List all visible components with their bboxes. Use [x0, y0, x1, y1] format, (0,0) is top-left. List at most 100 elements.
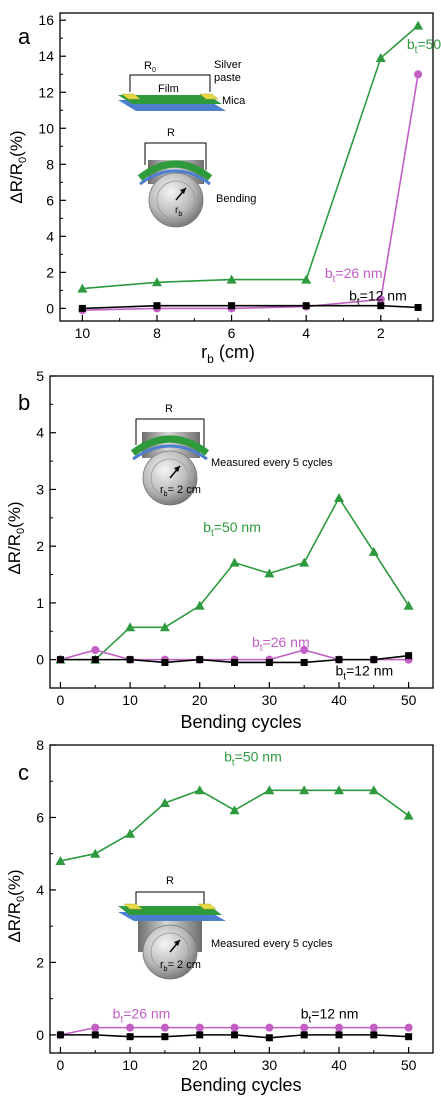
data-point-circle [91, 645, 100, 654]
x-tick-label: 6 [228, 325, 236, 341]
series-label: bt=26 nm [252, 634, 310, 654]
data-point-square [405, 652, 413, 660]
y-tick-label: 6 [36, 809, 44, 825]
data-point-square [231, 1031, 239, 1039]
data-point-triangle [229, 557, 240, 567]
data-point-triangle [403, 600, 414, 610]
y-tick-label: 0 [46, 300, 54, 316]
data-point-square [370, 1031, 378, 1039]
data-point-square [302, 302, 310, 310]
series-line-triangle [60, 789, 410, 862]
data-point-circle [91, 1023, 100, 1032]
film [118, 906, 222, 915]
inset-schematic: R rb= 2 cm Measured every 5 cycles [130, 403, 333, 506]
bent-mica [139, 169, 211, 186]
x-tick-label: 4 [302, 325, 310, 341]
data-point-circle [376, 295, 385, 304]
series-label: bt=12 nm [349, 287, 407, 307]
y-axis-label: ΔR/R0(%) [5, 501, 27, 574]
data-point-triangle [194, 785, 205, 795]
y-tick-label: 16 [38, 12, 54, 28]
data-point-triangle [194, 600, 205, 610]
x-tick-label: 0 [57, 692, 65, 708]
plot-frame [49, 375, 434, 689]
x-tick-label: 40 [331, 1057, 347, 1073]
data-point-triangle [403, 810, 414, 820]
data-point-triangle [264, 568, 275, 578]
panel-c: 0 10 20 30 40 50 0 2 4 6 8 c Bending cycles ΔR/R0(… [5, 737, 434, 1095]
bent-film [130, 435, 210, 456]
data-point-square [91, 656, 99, 664]
silver-paste-pad [123, 903, 143, 910]
wire [129, 74, 211, 92]
data-point-square [405, 1033, 413, 1041]
plot-frame [59, 12, 434, 322]
y-axis-label: ΔR/R0(%) [5, 869, 27, 942]
y-tick-label: 4 [46, 228, 54, 244]
inset-schematic: R rb= 2 cm Measured every 5 cycles [118, 875, 333, 980]
series-label: bt=26 nm [325, 265, 383, 285]
x-tick-label: 10 [75, 325, 91, 341]
data-point-triangle [159, 797, 170, 807]
series-label: bt=50 nm [224, 748, 282, 768]
film-label: Film [158, 83, 179, 95]
y-tick-label: 4 [36, 425, 44, 441]
r-label: R [165, 403, 173, 415]
silver-label: Silver [214, 59, 242, 71]
data-point-circle [334, 1023, 343, 1032]
panel-b: 0 10 20 30 40 50 0 1 2 3 4 5 b Bending cycles ΔR/R0… [5, 368, 434, 732]
data-point-triangle [77, 283, 88, 293]
data-point-square [228, 302, 236, 310]
y-tick-label: 8 [36, 737, 44, 753]
x-tick-label: 20 [192, 692, 208, 708]
x-tick-label: 50 [401, 1057, 417, 1073]
series-label: bt=50 nm [203, 519, 261, 539]
x-axis-label: Bending cycles [180, 1075, 301, 1095]
y-tick-label: 6 [46, 192, 54, 208]
mica-label: Mica [222, 95, 246, 107]
x-tick-label: 40 [331, 692, 347, 708]
x-tick-label: 30 [262, 692, 278, 708]
data-point-square [126, 1033, 134, 1041]
y-tick-label: 5 [36, 368, 44, 384]
rb-label: rb= 2 cm [160, 484, 201, 498]
data-point-square [78, 304, 86, 312]
x-axis-label: Bending cycles [180, 712, 301, 732]
data-point-square [196, 1031, 204, 1039]
wire [135, 891, 205, 905]
bent-film [137, 160, 213, 181]
data-point-triangle [226, 274, 237, 284]
data-point-triangle [333, 492, 344, 502]
data-point-circle [300, 645, 309, 654]
x-tick-label: 2 [377, 325, 385, 341]
data-point-square [377, 302, 385, 310]
r-label: R [166, 875, 174, 887]
data-point-triangle [333, 785, 344, 795]
data-point-circle [265, 1023, 274, 1032]
bending-label: Bending [216, 193, 256, 205]
silver-paste-pad [197, 903, 217, 910]
x-tick-label: 30 [262, 1057, 278, 1073]
y-tick-label: 10 [38, 120, 54, 136]
y-tick-label: 0 [36, 652, 44, 668]
x-tick-label: 0 [57, 1057, 65, 1073]
data-point-triangle [229, 805, 240, 815]
y-tick-label: 3 [36, 481, 44, 497]
data-point-triangle [413, 20, 424, 30]
r0-label: R0 [144, 60, 156, 74]
data-point-triangle [301, 274, 312, 284]
film [118, 95, 222, 104]
data-point-square [91, 1031, 99, 1039]
data-point-triangle [299, 557, 310, 567]
y-tick-label: 2 [36, 954, 44, 970]
y-axis-label: ΔR/R0(%) [7, 130, 29, 203]
panel-label: b [18, 390, 30, 415]
wire [144, 142, 207, 170]
y-tick-label: 8 [46, 156, 54, 172]
data-point-circle [369, 1023, 378, 1032]
y-tick-label: 1 [36, 595, 44, 611]
data-point-square [265, 658, 273, 666]
data-point-square [196, 656, 204, 664]
data-point-triangle [299, 785, 310, 795]
